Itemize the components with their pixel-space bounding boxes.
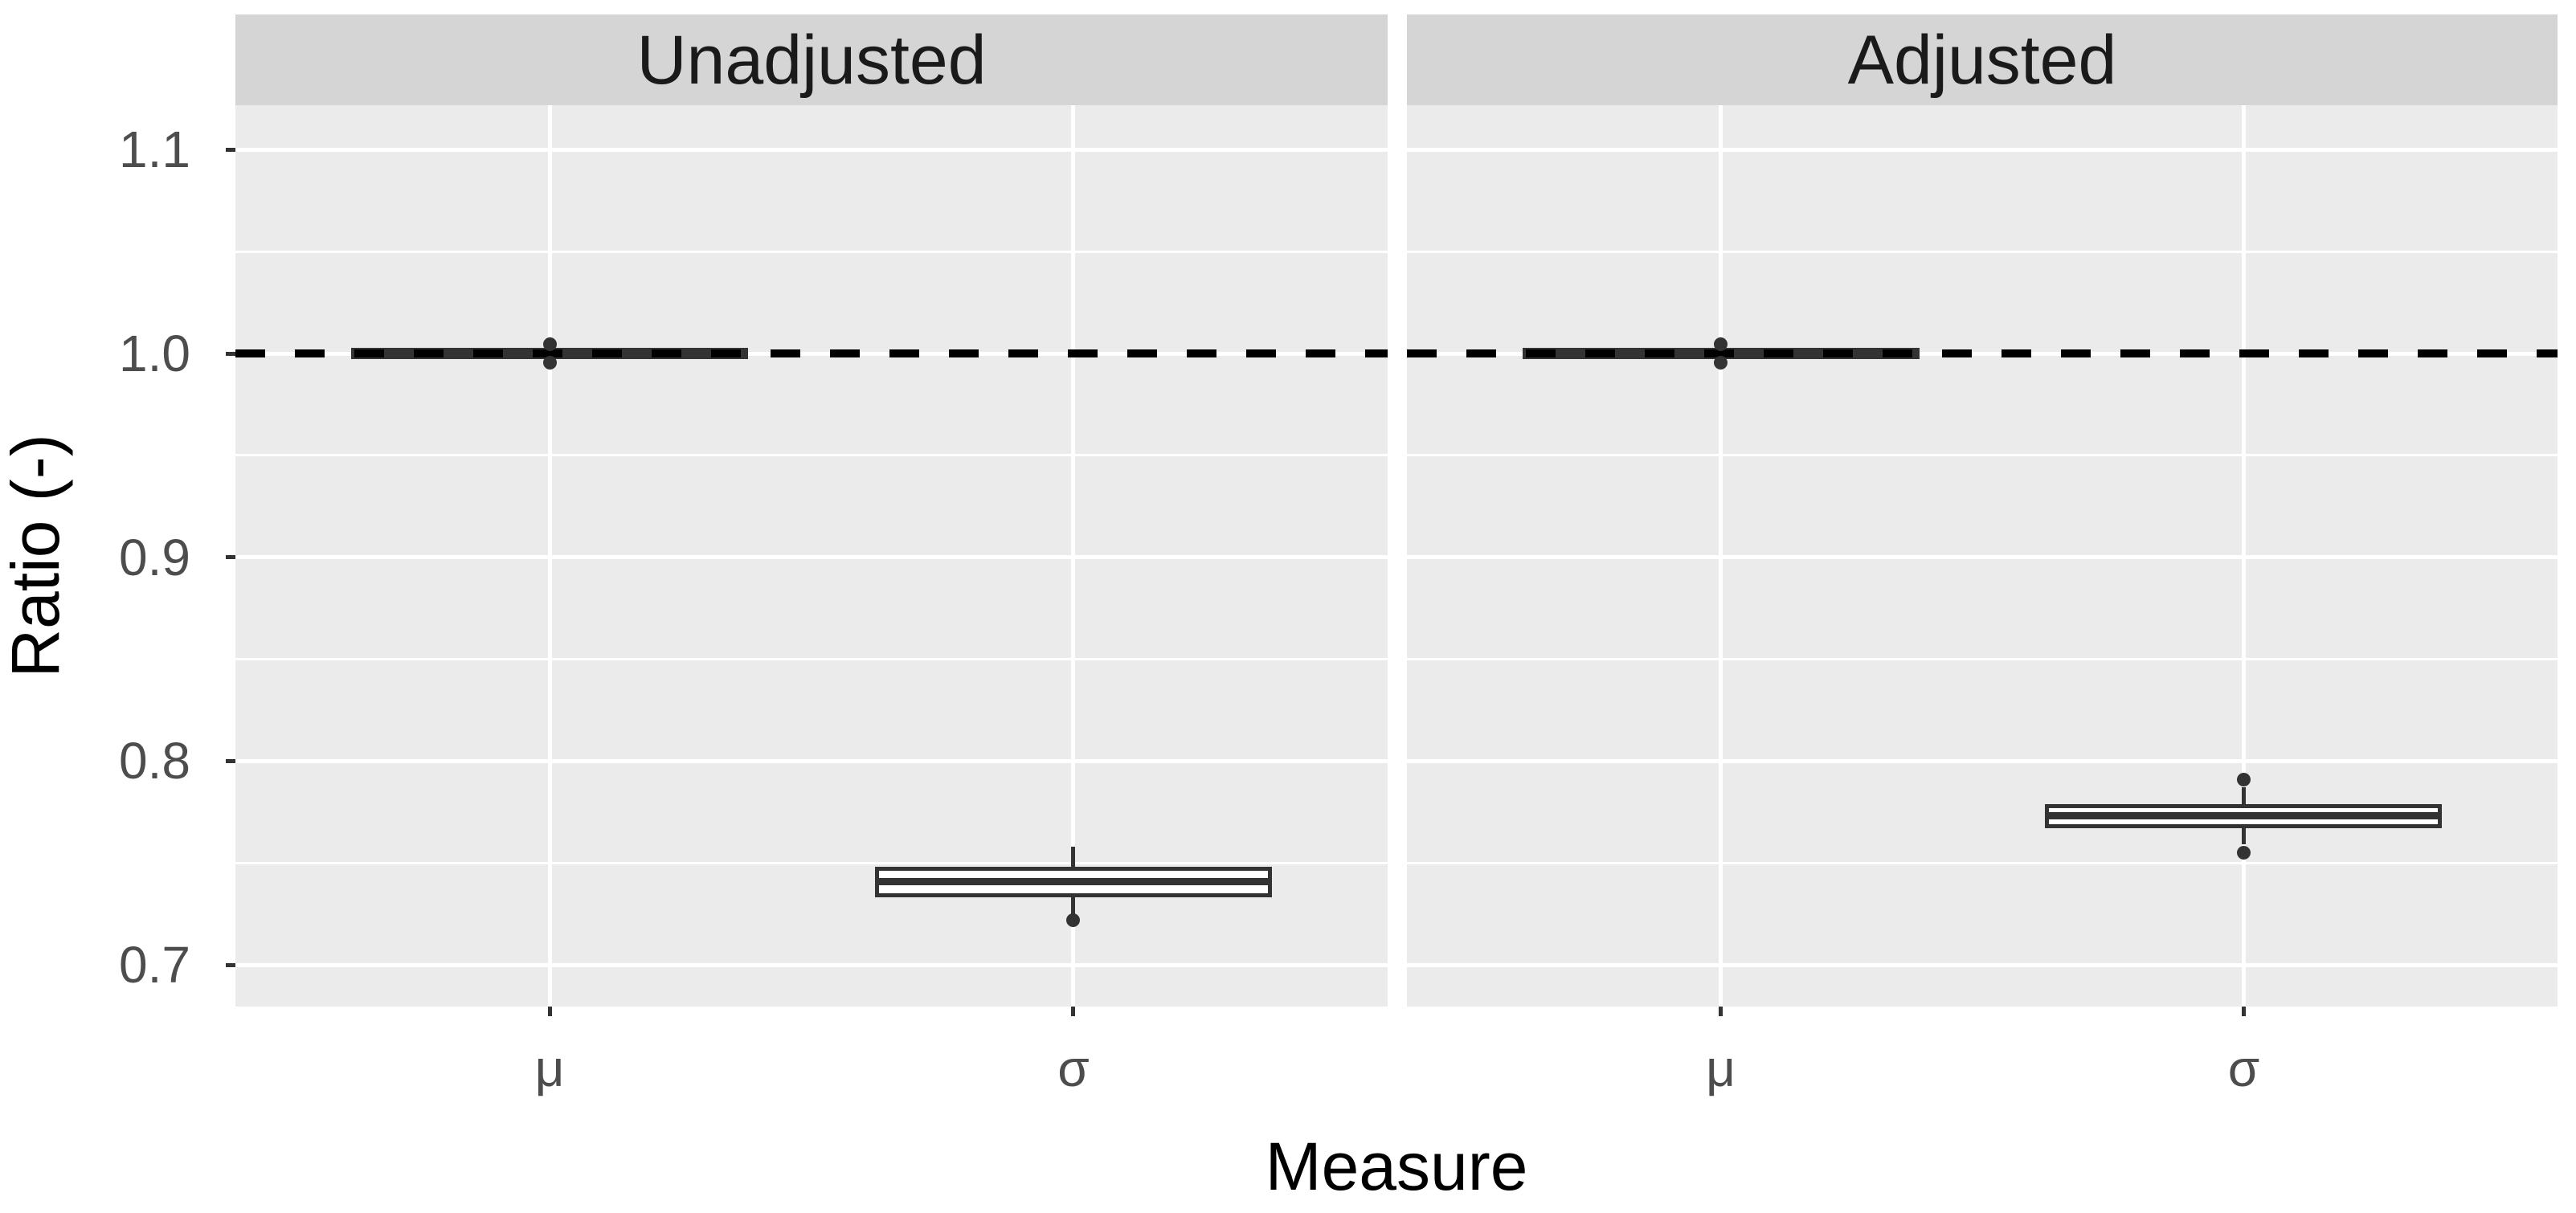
x-category-label: μ bbox=[1706, 1039, 1736, 1097]
gridline-major-y bbox=[235, 147, 1388, 152]
gridline-major-y bbox=[1407, 758, 2558, 763]
outlier-point bbox=[1066, 913, 1081, 927]
x-tick-mark bbox=[547, 1007, 552, 1016]
gridline-minor-y bbox=[1407, 454, 2558, 457]
gridline-minor-y bbox=[235, 861, 1388, 864]
gridline-major-y bbox=[235, 758, 1388, 763]
gridline-minor-y bbox=[1407, 861, 2558, 864]
gridline-major-y bbox=[1407, 147, 2558, 152]
y-tick-mark bbox=[226, 147, 235, 152]
gridline-major-x bbox=[1719, 105, 1723, 1007]
gridline-major-y bbox=[235, 555, 1388, 560]
y-tick-label: 1.1 bbox=[119, 120, 190, 179]
facet-panel bbox=[235, 105, 1388, 1007]
outlier-point bbox=[2236, 846, 2251, 860]
boxplot-upper-whisker bbox=[1071, 846, 1076, 872]
x-category-label: μ bbox=[534, 1039, 565, 1097]
x-tick-mark bbox=[2241, 1007, 2246, 1016]
outlier-point bbox=[1714, 337, 1728, 352]
facet-strip: Unadjusted bbox=[235, 14, 1388, 105]
gridline-minor-y bbox=[1407, 658, 2558, 661]
reference-line bbox=[235, 349, 1388, 357]
x-category-label: σ bbox=[2227, 1039, 2260, 1097]
y-tick-mark bbox=[226, 555, 235, 560]
facet-strip-label: Adjusted bbox=[1847, 21, 2117, 99]
facet-panel bbox=[1407, 105, 2558, 1007]
y-tick-mark bbox=[226, 351, 235, 356]
x-tick-mark bbox=[1719, 1007, 1723, 1016]
outlier-point bbox=[542, 337, 557, 352]
gridline-minor-y bbox=[235, 454, 1388, 457]
y-tick-label: 1.0 bbox=[119, 325, 190, 382]
x-category-label: σ bbox=[1057, 1039, 1090, 1097]
boxplot-upper-whisker bbox=[2241, 787, 2246, 808]
reference-line bbox=[1407, 349, 2558, 357]
gridline-minor-y bbox=[235, 250, 1388, 253]
boxplot-lower-whisker bbox=[2241, 824, 2246, 845]
gridline-major-x bbox=[2241, 105, 2246, 1007]
gridline-major-y bbox=[1407, 962, 2558, 967]
x-axis-title: Measure bbox=[1265, 1129, 1528, 1204]
outlier-point bbox=[1714, 355, 1728, 370]
gridline-major-x bbox=[1071, 105, 1076, 1007]
outlier-point bbox=[2236, 772, 2251, 786]
boxplot-lower-whisker bbox=[1071, 893, 1076, 914]
gridline-major-y bbox=[235, 962, 1388, 967]
gridline-major-x bbox=[547, 105, 552, 1007]
y-tick-label: 0.8 bbox=[119, 732, 190, 790]
y-tick-label: 0.7 bbox=[119, 936, 190, 994]
y-tick-mark bbox=[226, 962, 235, 967]
y-tick-mark bbox=[226, 758, 235, 763]
boxplot-median-line bbox=[878, 877, 1268, 885]
gridline-major-y bbox=[1407, 555, 2558, 560]
facet-strip: Adjusted bbox=[1407, 14, 2558, 105]
facet-strip-label: Unadjusted bbox=[636, 21, 987, 99]
gridline-minor-y bbox=[1407, 250, 2558, 253]
x-tick-mark bbox=[1071, 1007, 1076, 1016]
outlier-point bbox=[542, 355, 557, 370]
y-tick-label: 0.9 bbox=[119, 528, 190, 586]
gridline-minor-y bbox=[235, 658, 1388, 661]
boxplot-median-line bbox=[2049, 812, 2439, 820]
